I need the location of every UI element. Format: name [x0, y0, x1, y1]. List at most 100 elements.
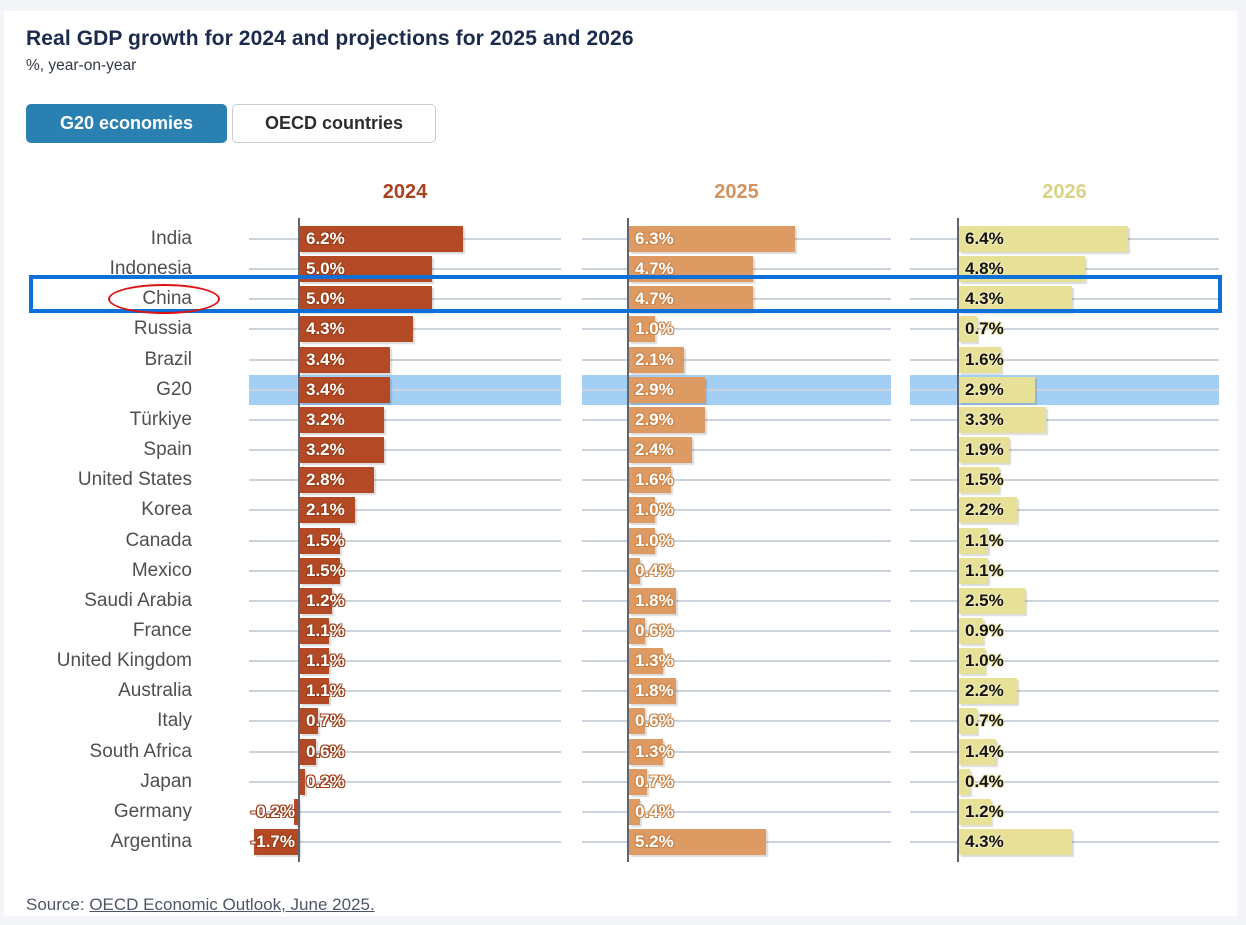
bar-2025-spain[interactable] [629, 437, 693, 464]
gridline [582, 810, 891, 813]
gridline [249, 599, 561, 602]
value-label-2024-united-kingdom: 1.1% [306, 651, 345, 671]
value-label-2026-south-africa: 1.4% [965, 741, 1004, 761]
source-link[interactable]: OECD Economic Outlook, June 2025. [89, 895, 375, 914]
bar-2026-spain[interactable] [959, 437, 1010, 464]
bar-2024-south-africa[interactable] [300, 738, 316, 765]
page-title: Real GDP growth for 2024 and projections… [26, 27, 634, 50]
value-label-2025-china: 4.7% [635, 289, 674, 309]
bar-2024-canada[interactable] [300, 527, 340, 554]
bar-2026-saudi-arabia[interactable] [959, 587, 1025, 614]
bar-2024-korea[interactable] [300, 497, 356, 524]
bar-2026-russia[interactable] [959, 316, 978, 343]
gridline [582, 509, 891, 512]
bar-2026-france[interactable] [959, 617, 983, 644]
value-label-2025-saudi-arabia: 1.8% [635, 590, 674, 610]
row-label-brazil: Brazil [144, 348, 192, 370]
bar-2026-argentina[interactable] [959, 829, 1073, 855]
gridline [582, 418, 891, 421]
bar-2024-india[interactable] [300, 226, 464, 252]
value-label-2025-canada: 1.0% [635, 530, 674, 550]
gridline [910, 479, 1219, 482]
bar-2024-germany[interactable] [293, 798, 299, 825]
bar-2024-t-rkiye[interactable] [300, 406, 385, 433]
bar-2026-japan[interactable] [959, 768, 970, 795]
bar-2024-argentina[interactable] [254, 829, 299, 855]
value-label-2026-united-states: 1.5% [965, 470, 1004, 490]
bar-2024-brazil[interactable] [300, 346, 390, 373]
bar-2026-italy[interactable] [959, 708, 978, 735]
row-label-france: France [132, 619, 192, 641]
bar-2026-india[interactable] [959, 226, 1128, 252]
bar-2026-united-states[interactable] [959, 467, 999, 494]
bar-2026-mexico[interactable] [959, 557, 988, 584]
gridline [910, 599, 1219, 602]
bar-2025-saudi-arabia[interactable] [629, 587, 677, 614]
bar-2024-china[interactable] [300, 286, 432, 313]
bar-2025-canada[interactable] [629, 527, 656, 554]
value-label-2026-united-kingdom: 1.0% [965, 651, 1004, 671]
value-label-2024-saudi-arabia: 1.2% [306, 590, 345, 610]
bar-2026-germany[interactable] [959, 798, 991, 825]
column-header-2026: 2026 [1042, 181, 1087, 203]
bar-2024-spain[interactable] [300, 437, 385, 464]
bar-2025-united-kingdom[interactable] [629, 648, 664, 675]
bar-2026-canada[interactable] [959, 527, 988, 554]
bar-2026-united-kingdom[interactable] [959, 648, 986, 675]
value-label-2026-australia: 2.2% [965, 681, 1004, 701]
bar-2026-brazil[interactable] [959, 346, 1002, 373]
bar-2025-south-africa[interactable] [629, 738, 664, 765]
bar-2025-united-states[interactable] [629, 467, 672, 494]
row-label-mexico: Mexico [131, 559, 192, 581]
bar-2025-t-rkiye[interactable] [629, 406, 706, 433]
bar-2025-france[interactable] [629, 617, 645, 644]
value-label-2025-brazil: 2.1% [635, 349, 674, 369]
bar-2026-t-rkiye[interactable] [959, 406, 1046, 433]
chart-subtitle: %, year-on-year [26, 57, 137, 74]
tab-oecd-countries[interactable]: OECD countries [232, 104, 436, 143]
bar-2025-argentina[interactable] [629, 829, 767, 855]
gridline [582, 388, 891, 391]
bar-2025-germany[interactable] [629, 798, 640, 825]
bar-2026-g20[interactable] [959, 376, 1036, 403]
row-label-t-rkiye: Türkiye [129, 408, 192, 430]
gridline [249, 720, 561, 723]
bar-2025-india[interactable] [629, 226, 795, 252]
bar-2024-japan[interactable] [300, 768, 306, 795]
bar-2024-united-kingdom[interactable] [300, 648, 329, 675]
bar-2024-russia[interactable] [300, 316, 414, 343]
gridline [249, 418, 561, 421]
value-label-2026-spain: 1.9% [965, 440, 1004, 460]
bar-2026-china[interactable] [959, 286, 1073, 313]
value-label-2024-t-rkiye: 3.2% [306, 409, 345, 429]
row-label-canada: Canada [125, 529, 192, 551]
bar-2024-france[interactable] [300, 617, 329, 644]
gridline [249, 509, 561, 512]
bar-2024-italy[interactable] [300, 708, 319, 735]
value-label-2026-t-rkiye: 3.3% [965, 409, 1004, 429]
bar-2026-australia[interactable] [959, 678, 1017, 705]
bar-2025-brazil[interactable] [629, 346, 685, 373]
bar-2025-italy[interactable] [629, 708, 645, 735]
bar-2025-china[interactable] [629, 286, 753, 313]
bar-2025-russia[interactable] [629, 316, 656, 343]
tab-g20-economies[interactable]: G20 economies [26, 104, 227, 143]
bar-2024-saudi-arabia[interactable] [300, 587, 332, 614]
bar-2026-korea[interactable] [959, 497, 1017, 524]
value-label-2026-germany: 1.2% [965, 801, 1004, 821]
bar-2024-mexico[interactable] [300, 557, 340, 584]
gridline [910, 328, 1219, 331]
bar-2025-g20[interactable] [629, 376, 706, 403]
bar-2025-japan[interactable] [629, 768, 648, 795]
value-label-2025-argentina: 5.2% [635, 832, 674, 851]
gridline [910, 780, 1219, 783]
bar-2025-korea[interactable] [629, 497, 656, 524]
bar-2024-australia[interactable] [300, 678, 329, 705]
bar-2024-g20[interactable] [300, 376, 390, 403]
gridline [249, 569, 561, 572]
bar-2026-south-africa[interactable] [959, 738, 996, 765]
bar-2025-australia[interactable] [629, 678, 677, 705]
gridline [910, 388, 1219, 391]
bar-2025-mexico[interactable] [629, 557, 640, 584]
bar-2024-united-states[interactable] [300, 467, 374, 494]
